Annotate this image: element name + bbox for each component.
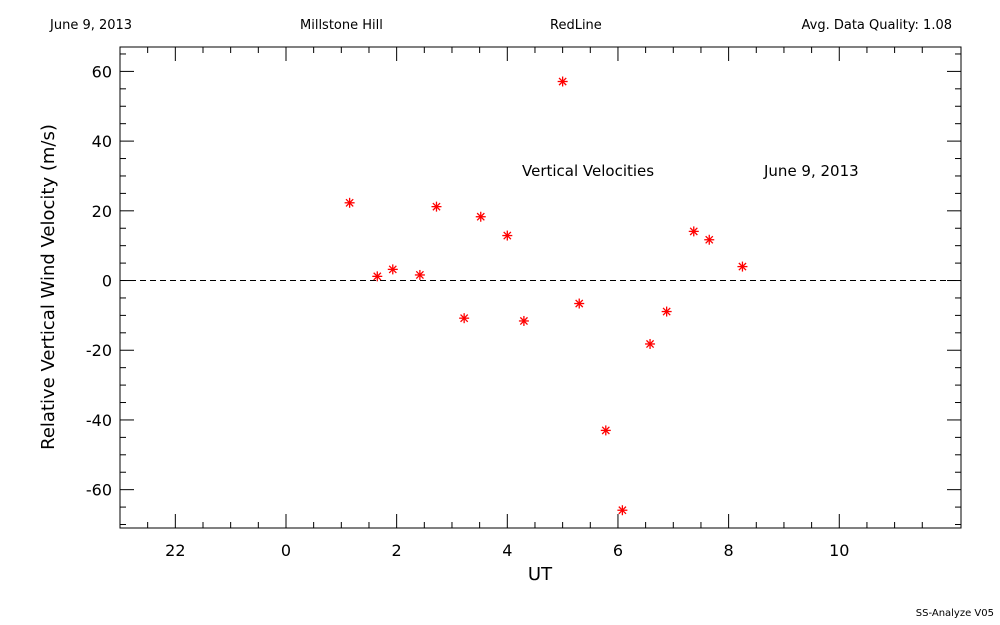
y-axis-label: Relative Vertical Wind Velocity (m/s) — [38, 124, 59, 450]
y-tick-label: 40 — [92, 132, 112, 151]
x-axis-label: UT — [528, 564, 553, 585]
data-point — [737, 261, 748, 272]
footer-version: SS-Analyze V05 — [915, 608, 994, 619]
data-point — [387, 264, 398, 275]
data-point — [557, 76, 568, 87]
x-tick-labels: 22 0 2 4 6 8 10 — [165, 541, 849, 560]
axis-ticks — [119, 47, 961, 528]
plot-frame — [119, 46, 962, 529]
data-point — [600, 425, 611, 436]
header-quality: Avg. Data Quality: 1.08 — [801, 18, 952, 33]
x-tick-label: 6 — [613, 541, 623, 560]
data-point — [661, 306, 672, 317]
x-tick-label: 8 — [724, 541, 734, 560]
y-tick-label: -60 — [86, 481, 112, 500]
x-tick-label: 0 — [281, 541, 291, 560]
data-points — [344, 76, 748, 516]
data-point — [688, 226, 699, 237]
x-tick-label: 2 — [392, 541, 402, 560]
x-tick-label: 22 — [165, 541, 185, 560]
y-tick-label: -20 — [86, 341, 112, 360]
data-point — [502, 230, 513, 241]
y-tick-labels: -60 -40 -20 0 20 40 60 — [86, 62, 112, 499]
data-point — [344, 197, 355, 208]
data-point — [431, 201, 442, 212]
data-point — [372, 271, 383, 282]
data-point — [645, 338, 656, 349]
y-tick-label: -40 — [86, 411, 112, 430]
header-site: Millstone Hill — [300, 18, 383, 33]
data-point — [617, 505, 628, 516]
y-tick-label: 60 — [92, 62, 112, 81]
data-point — [574, 298, 585, 309]
x-tick-label: 10 — [829, 541, 849, 560]
x-tick-label: 4 — [502, 541, 512, 560]
header-line: RedLine — [550, 18, 602, 33]
data-point — [518, 315, 529, 326]
data-point — [414, 269, 425, 280]
data-point — [704, 234, 715, 245]
y-tick-label: 0 — [102, 272, 112, 291]
y-tick-label: 20 — [92, 202, 112, 221]
data-point — [475, 211, 486, 222]
header-date: June 9, 2013 — [50, 18, 133, 33]
annotation-title: Vertical Velocities — [522, 162, 654, 180]
annotation-date: June 9, 2013 — [763, 162, 859, 180]
data-point — [459, 313, 470, 324]
